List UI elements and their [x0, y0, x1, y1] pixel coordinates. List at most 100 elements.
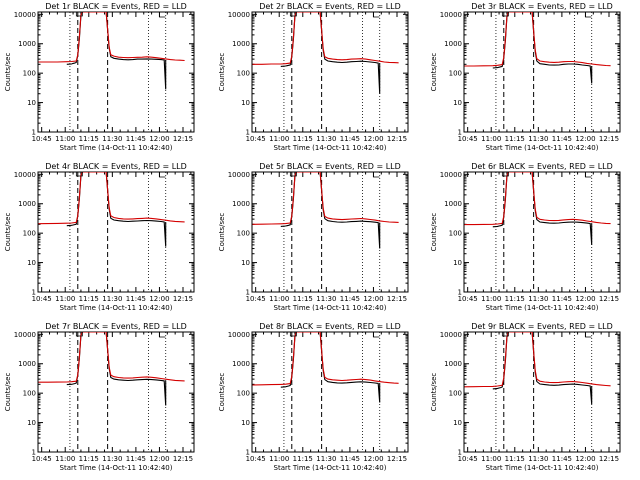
series-line-lld	[464, 12, 611, 67]
det-panel-2: Det 2r BLACK = Events, RED = LLD 1 10 100 10…	[218, 2, 409, 152]
x-tick-label: 11:15	[79, 455, 99, 463]
saa-marker	[585, 172, 592, 178]
y-tick-label: 10000	[14, 331, 36, 339]
x-axis-title: Start Time (14-Oct-11 10:42:40)	[60, 304, 173, 312]
y-tick-label: 1	[246, 449, 250, 457]
y-tick-label: 1	[32, 449, 36, 457]
x-tick-label: 11:30	[528, 135, 548, 143]
panel-title: Det 5r BLACK = Events, RED = LLD	[259, 162, 401, 171]
y-tick-label: 1000	[18, 360, 36, 368]
x-tick-label: 11:15	[79, 295, 99, 303]
y-tick-label: 10000	[228, 11, 250, 19]
x-tick-label: 11:45	[552, 135, 572, 143]
y-tick-label: 10	[453, 259, 462, 267]
x-axis-title: Start Time (14-Oct-11 10:42:40)	[486, 144, 599, 152]
x-axis-title: Start Time (14-Oct-11 10:42:40)	[60, 464, 173, 472]
y-tick-label: 1000	[232, 40, 250, 48]
x-tick-label: 10:45	[458, 295, 478, 303]
x-tick-label: 11:15	[293, 455, 313, 463]
y-tick-label: 1000	[18, 200, 36, 208]
y-tick-label: 1	[32, 289, 36, 297]
x-tick-label: 11:30	[102, 135, 122, 143]
x-tick-label: 11:15	[505, 295, 525, 303]
x-tick-label: 12:00	[149, 135, 169, 143]
det-panel-4: Det 4r BLACK = Events, RED = LLD 1 10 100 10…	[4, 162, 195, 312]
y-tick-label: 100	[23, 390, 36, 398]
x-tick-label: 12:15	[387, 295, 407, 303]
x-tick-label: 12:00	[149, 455, 169, 463]
attenuator-marker	[501, 12, 509, 17]
saa-marker	[159, 332, 166, 338]
panel-title: Det 2r BLACK = Events, RED = LLD	[259, 2, 401, 11]
x-tick-label: 11:45	[126, 455, 146, 463]
x-tick-label: 11:45	[126, 135, 146, 143]
det-panel-5: Det 5r BLACK = Events, RED = LLD 1 10 100 10…	[218, 162, 409, 312]
x-tick-label: 11:45	[552, 455, 572, 463]
det-panel-8: Det 8r BLACK = Events, RED = LLD 1 10 100 10…	[218, 322, 409, 472]
x-tick-label: 10:45	[246, 455, 266, 463]
y-tick-label: 1	[246, 129, 250, 137]
x-tick-label: 12:00	[363, 295, 383, 303]
x-tick-label: 12:15	[173, 135, 193, 143]
x-axis-title: Start Time (14-Oct-11 10:42:40)	[274, 144, 387, 152]
x-tick-label: 11:00	[481, 135, 501, 143]
y-axis-title: Counts/sec	[4, 373, 12, 412]
y-tick-label: 1	[32, 129, 36, 137]
y-tick-label: 1	[458, 129, 462, 137]
y-tick-label: 10	[241, 99, 250, 107]
x-tick-label: 11:45	[552, 295, 572, 303]
series-line-lld	[38, 332, 185, 383]
attenuator-marker	[289, 12, 297, 17]
x-tick-label: 12:00	[149, 295, 169, 303]
x-tick-label: 11:30	[316, 295, 336, 303]
x-tick-label: 11:00	[269, 455, 289, 463]
attenuator-marker	[501, 332, 509, 337]
x-tick-label: 11:45	[340, 135, 360, 143]
x-axis-title: Start Time (14-Oct-11 10:42:40)	[486, 304, 599, 312]
x-tick-label: 10:45	[246, 295, 266, 303]
y-tick-label: 100	[237, 230, 250, 238]
y-tick-label: 10	[27, 259, 36, 267]
axes-frame	[251, 171, 409, 293]
x-tick-label: 12:15	[599, 135, 619, 143]
x-tick-label: 11:45	[340, 295, 360, 303]
x-tick-label: 11:30	[316, 135, 336, 143]
y-tick-label: 1000	[18, 40, 36, 48]
panel-title: Det 1r BLACK = Events, RED = LLD	[45, 2, 187, 11]
series-line-lld	[464, 332, 611, 388]
y-axis-title: Counts/sec	[430, 53, 438, 92]
x-tick-label: 11:00	[481, 295, 501, 303]
y-tick-label: 10000	[440, 11, 462, 19]
attenuator-marker	[501, 172, 509, 177]
x-tick-label: 11:30	[316, 455, 336, 463]
x-tick-label: 11:00	[481, 455, 501, 463]
y-tick-label: 10	[27, 99, 36, 107]
x-tick-label: 11:00	[55, 295, 75, 303]
panel-title: Det 3r BLACK = Events, RED = LLD	[471, 2, 613, 11]
attenuator-marker	[289, 332, 297, 337]
det-panel-3: Det 3r BLACK = Events, RED = LLD 1 10 100 10…	[430, 2, 621, 152]
x-tick-label: 12:15	[387, 455, 407, 463]
attenuator-marker	[75, 172, 83, 177]
y-axis-title: Counts/sec	[430, 213, 438, 252]
x-tick-label: 12:00	[363, 135, 383, 143]
axes-frame	[251, 331, 409, 453]
y-tick-label: 1000	[444, 200, 462, 208]
x-tick-label: 11:30	[528, 295, 548, 303]
x-tick-label: 12:15	[387, 135, 407, 143]
panel-title: Det 8r BLACK = Events, RED = LLD	[259, 322, 401, 331]
x-tick-label: 12:00	[575, 455, 595, 463]
y-tick-label: 1	[458, 289, 462, 297]
det-panel-7: Det 7r BLACK = Events, RED = LLD 1 10 100 10…	[4, 322, 195, 472]
x-axis-title: Start Time (14-Oct-11 10:42:40)	[274, 464, 387, 472]
axes-frame	[463, 11, 621, 133]
saa-marker	[159, 12, 166, 18]
saa-marker	[373, 332, 380, 338]
x-tick-label: 11:45	[340, 455, 360, 463]
series-line-lld	[38, 12, 185, 63]
y-tick-label: 10000	[14, 11, 36, 19]
x-tick-label: 10:45	[32, 135, 52, 143]
attenuator-marker	[289, 172, 297, 177]
x-tick-label: 11:30	[102, 295, 122, 303]
